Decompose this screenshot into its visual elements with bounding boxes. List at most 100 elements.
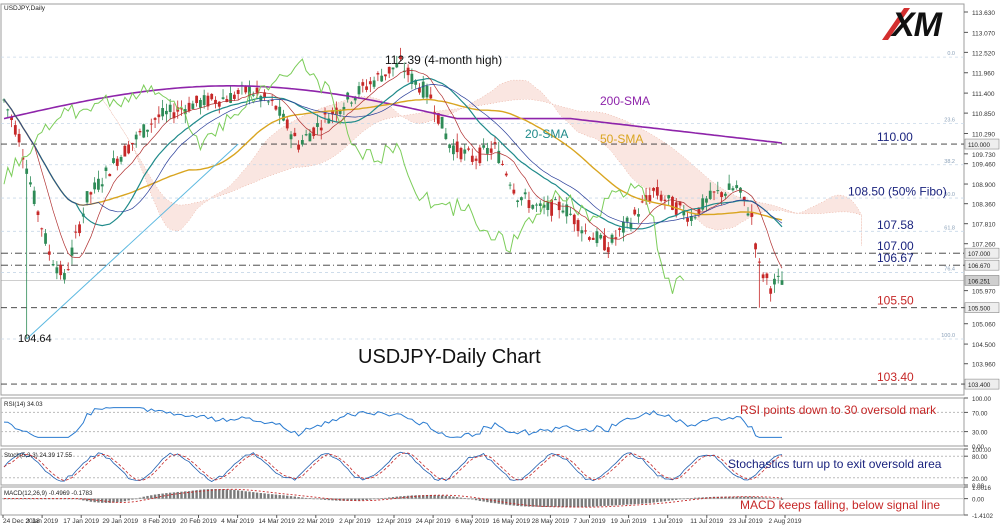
x-tick-label: 7 Jun 2019 [573, 518, 606, 525]
x-tick-label: 28 May 2019 [532, 518, 570, 525]
macd-signal-line [4, 488, 783, 508]
macd-histogram-bar [607, 498, 610, 506]
macd-histogram-bar [686, 498, 689, 499]
candle-body [776, 275, 780, 277]
candle-body [663, 199, 667, 201]
y-tick-label: 107.810 [972, 222, 996, 229]
candle-body [625, 217, 629, 222]
sma20-label: 20-SMA [525, 127, 568, 141]
candle-body [504, 173, 508, 176]
indicator-panels: 100.00 70.00 30.00 0.00 RSI(14) 34.03 RSI poi… [1, 396, 994, 520]
candle-body [773, 278, 776, 285]
candle-body [705, 198, 708, 203]
candle-body [614, 237, 618, 239]
fib-level-label: 100.0 [941, 333, 955, 339]
candle-body [765, 273, 769, 279]
y-tick-label: 107.260 [972, 242, 996, 249]
macd-histogram-bar [671, 498, 674, 501]
candle-body [331, 110, 334, 115]
macd-histogram-bar [648, 498, 652, 504]
macd-histogram-bar [425, 494, 429, 499]
price-level-tag-label: 107.000 [968, 251, 991, 258]
candle-body [572, 214, 576, 225]
macd-histogram-bar [610, 498, 614, 506]
candle-body [312, 127, 316, 137]
macd-histogram-bar [773, 498, 776, 500]
candle-body [142, 124, 146, 138]
macd-histogram-bar [437, 495, 440, 499]
candle-body [421, 81, 425, 98]
macd-histogram-bar [70, 498, 74, 500]
candle-body [618, 228, 622, 230]
candle-body [78, 224, 81, 234]
candle-body [640, 201, 644, 203]
macd-histogram-bar [210, 489, 213, 499]
candle-body [520, 197, 523, 201]
macd-histogram-bar [206, 489, 210, 499]
x-tick-label: 22 Mar 2019 [298, 518, 335, 525]
macd-histogram-bar [25, 498, 28, 500]
macd-histogram-bar [229, 489, 232, 499]
candle-body [229, 93, 233, 103]
macd-histogram-bar [112, 498, 115, 503]
macd-histogram-bar [595, 498, 599, 507]
x-tick-label: 8 Feb 2019 [143, 518, 176, 525]
candle-body [606, 247, 610, 253]
x-tick-label: 29 Jan 2019 [102, 518, 138, 525]
fib-level-label: 0.0 [947, 51, 955, 57]
x-tick-label: 2 Apr 2019 [339, 518, 371, 525]
ichimoku-cloud [102, 79, 862, 246]
candle-body [13, 125, 17, 135]
y-tick-label: 109.730 [972, 152, 996, 159]
candle-body [470, 155, 474, 162]
candle-body [452, 145, 455, 155]
candle-body [384, 74, 387, 77]
macd-histogram-bar [150, 495, 153, 499]
macd-histogram-bar [263, 493, 266, 499]
indicator-tick-label: 0.00 [972, 497, 985, 504]
candle-body [701, 198, 705, 210]
macd-histogram-bar [557, 498, 561, 508]
macd-histogram-bar [399, 496, 402, 499]
macd-histogram-bar [505, 498, 508, 505]
macd-histogram-bar [682, 498, 686, 500]
candle-body [723, 193, 727, 196]
macd-histogram-bar [327, 498, 330, 501]
macd-histogram-bar [259, 492, 263, 499]
candle-body [183, 109, 187, 115]
macd-histogram-bar [433, 495, 436, 499]
macd-histogram-bar [180, 491, 183, 499]
candle-body [217, 101, 221, 107]
candle-body [115, 158, 119, 166]
macd-histogram-bar [452, 496, 455, 499]
stochastic-panel [0, 448, 965, 486]
macd-histogram-bar [644, 498, 648, 504]
candle-body [655, 187, 659, 196]
y-tick-label: 113.070 [972, 30, 995, 37]
macd-histogram-bar [486, 498, 489, 503]
candle-body [512, 189, 516, 194]
candle-body [565, 204, 569, 217]
macd-histogram-bar [244, 491, 247, 499]
macd-histogram-bar [267, 493, 270, 499]
rsi-line [3, 407, 782, 438]
candle-body [576, 220, 580, 231]
macd-histogram-bar [301, 497, 304, 499]
price-level-tag-label: 110.000 [968, 142, 990, 149]
macd-histogram-bar [104, 498, 108, 503]
candle-body [300, 140, 304, 145]
indicator-tick-label: 1.0016 [972, 485, 991, 492]
candle-body [297, 144, 300, 150]
sma50-label: 50-SMA [600, 132, 643, 146]
support-trendline [26, 143, 239, 340]
candle-body [365, 86, 368, 90]
x-tick-label: 2 Aug 2019 [769, 518, 802, 525]
macd-histogram-bar [735, 496, 738, 499]
indicator-tick-label: 0.00 [972, 483, 985, 490]
candle-body [63, 273, 66, 280]
macd-histogram-bar [780, 498, 784, 500]
macd-annotation: MACD keeps falling, below signal line [740, 498, 940, 512]
macd-histogram-bar [591, 498, 595, 507]
macd-histogram-bar [546, 498, 550, 507]
candle-body [648, 195, 652, 202]
